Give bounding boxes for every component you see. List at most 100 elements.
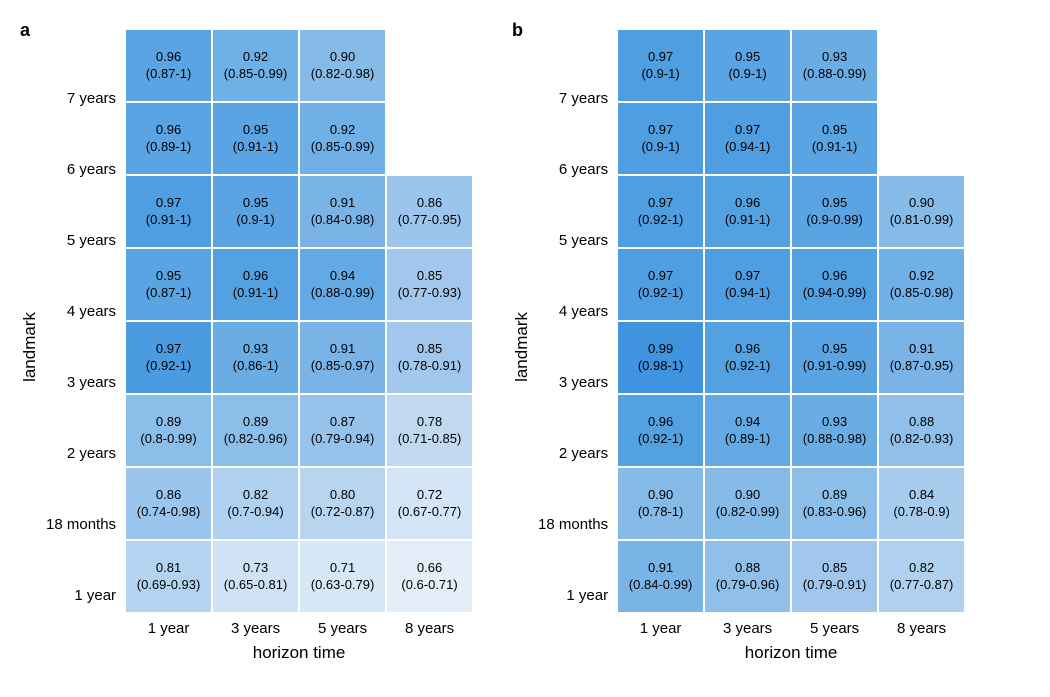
cell-ci: (0.98-1)	[638, 358, 684, 374]
cell-ci: (0.87-1)	[146, 66, 192, 82]
y-ticks-b: 7 years 6 years 5 years 4 years 3 years …	[538, 63, 612, 631]
cell-value: 0.86	[156, 487, 181, 503]
cell-value: 0.88	[735, 560, 760, 576]
cell-ci: (0.82-0.98)	[311, 66, 375, 82]
ytick: 4 years	[538, 276, 612, 347]
y-axis-label: landmark	[20, 312, 40, 382]
cell-value: 0.95	[243, 195, 268, 211]
cell-ci: (0.78-1)	[638, 504, 684, 520]
cell-ci: (0.77-0.95)	[398, 212, 462, 228]
cell-ci: (0.79-0.94)	[311, 431, 375, 447]
cell-value: 0.86	[417, 195, 442, 211]
ytick: 7 years	[46, 63, 120, 134]
cell-ci: (0.92-1)	[638, 212, 684, 228]
xtick: 3 years	[213, 620, 298, 637]
cell-ci: (0.9-1)	[641, 66, 679, 82]
heatmap-cell: 0.96(0.89-1)	[126, 103, 211, 174]
xtick: 3 years	[705, 620, 790, 637]
cell-value: 0.91	[330, 341, 355, 357]
heatmap-cell-empty	[387, 30, 472, 101]
heatmap-cell: 0.71(0.63-0.79)	[300, 541, 385, 612]
cell-value: 0.87	[330, 414, 355, 430]
cell-ci: (0.9-0.99)	[806, 212, 862, 228]
heatmap-cell: 0.91(0.85-0.97)	[300, 322, 385, 393]
x-ticks-b: 1 year 3 years 5 years 8 years	[618, 620, 964, 637]
cell-value: 0.95	[243, 122, 268, 138]
heatmap-a: 0.96 (0.87-1) 0.92(0.85-0.99)0.90(0.82-0.9…	[126, 30, 472, 612]
ytick: 18 months	[46, 489, 120, 560]
cell-value: 0.90	[909, 195, 934, 211]
heatmap-cell: 0.97(0.92-1)	[126, 322, 211, 393]
xtick: 8 years	[879, 620, 964, 637]
heatmap-cell: 0.73(0.65-0.81)	[213, 541, 298, 612]
heatmap-cell: 0.95(0.91-1)	[792, 103, 877, 174]
cell-value: 0.96	[648, 414, 673, 430]
cell-ci: (0.92-1)	[638, 431, 684, 447]
cell-ci: (0.83-0.96)	[803, 504, 867, 520]
ytick: 6 years	[538, 134, 612, 205]
cell-ci: (0.71-0.85)	[398, 431, 462, 447]
cell-value: 0.90	[735, 487, 760, 503]
cell-ci: (0.78-0.91)	[398, 358, 462, 374]
ytick: 7 years	[538, 63, 612, 134]
heatmap-cell: 0.81(0.69-0.93)	[126, 541, 211, 612]
cell-ci: (0.77-0.93)	[398, 285, 462, 301]
cell-ci: (0.85-0.99)	[311, 139, 375, 155]
ytick: 5 years	[46, 205, 120, 276]
cell-ci: (0.78-0.9)	[893, 504, 949, 520]
xtick: 1 year	[126, 620, 211, 637]
heatmap-cell: 0.92(0.85-0.99)	[300, 103, 385, 174]
cell-value: 0.85	[417, 268, 442, 284]
cell-ci: (0.82-0.99)	[716, 504, 780, 520]
cell-value: 0.82	[909, 560, 934, 576]
heatmap-cell: 0.91(0.84-0.99)	[618, 541, 703, 612]
ytick: 3 years	[538, 347, 612, 418]
cell-ci: (0.81-0.99)	[890, 212, 954, 228]
cell-ci: (0.67-0.77)	[398, 504, 462, 520]
heatmap-cell: 0.93(0.86-1)	[213, 322, 298, 393]
cell-value: 0.97	[156, 341, 181, 357]
cell-ci: (0.91-1)	[146, 212, 192, 228]
cell-ci: (0.91-1)	[812, 139, 858, 155]
heatmap-cell: 0.95(0.87-1)	[126, 249, 211, 320]
cell-ci: (0.9-1)	[236, 212, 274, 228]
panel-b-right: 0.97(0.9-1)0.95(0.9-1)0.93(0.88-0.99)0.9…	[618, 30, 964, 663]
cell-value: 0.91	[648, 560, 673, 576]
heatmap-cell: 0.82(0.77-0.87)	[879, 541, 964, 612]
heatmap-cell: 0.89(0.82-0.96)	[213, 395, 298, 466]
heatmap-cell: 0.89(0.8-0.99)	[126, 395, 211, 466]
cell-ci: (0.63-0.79)	[311, 577, 375, 593]
heatmap-cell: 0.97(0.9-1)	[618, 103, 703, 174]
cell-value: 0.89	[822, 487, 847, 503]
cell-value: 0.97	[648, 49, 673, 65]
cell-value: 0.93	[822, 49, 847, 65]
cell-ci: (0.91-1)	[233, 139, 279, 155]
cell-value: 0.88	[909, 414, 934, 430]
cell-ci: (0.92-1)	[638, 285, 684, 301]
cell-value: 0.99	[648, 341, 673, 357]
cell-ci: (0.6-0.71)	[401, 577, 457, 593]
cell-ci: (0.84-0.98)	[311, 212, 375, 228]
cell-value: 0.97	[156, 195, 181, 211]
panel-b-grid-wrap: landmark 7 years 6 years 5 years 4 years…	[512, 30, 964, 663]
cell-value: 0.96	[243, 268, 268, 284]
heatmap-cell: 0.92(0.85-0.99)	[213, 30, 298, 101]
cell-value: 0.95	[822, 122, 847, 138]
cell-value: 0.85	[822, 560, 847, 576]
cell-value: 0.80	[330, 487, 355, 503]
cell-value: 0.91	[909, 341, 934, 357]
cell-ci: (0.89-1)	[146, 139, 192, 155]
heatmap-cell: 0.84(0.78-0.9)	[879, 468, 964, 539]
cell-ci: (0.87-0.95)	[890, 358, 954, 374]
cell-value: 0.92	[909, 268, 934, 284]
heatmap-cell-empty	[879, 30, 964, 101]
heatmap-cell: 0.96(0.91-1)	[705, 176, 790, 247]
cell-ci: (0.7-0.94)	[227, 504, 283, 520]
cell-ci: (0.85-0.97)	[311, 358, 375, 374]
cell-ci: (0.94-1)	[725, 139, 771, 155]
cell-value: 0.84	[909, 487, 934, 503]
heatmap-cell: 0.90(0.82-0.98)	[300, 30, 385, 101]
heatmap-cell: 0.86(0.77-0.95)	[387, 176, 472, 247]
heatmap-cell: 0.95(0.91-1)	[213, 103, 298, 174]
heatmap-cell: 0.87(0.79-0.94)	[300, 395, 385, 466]
